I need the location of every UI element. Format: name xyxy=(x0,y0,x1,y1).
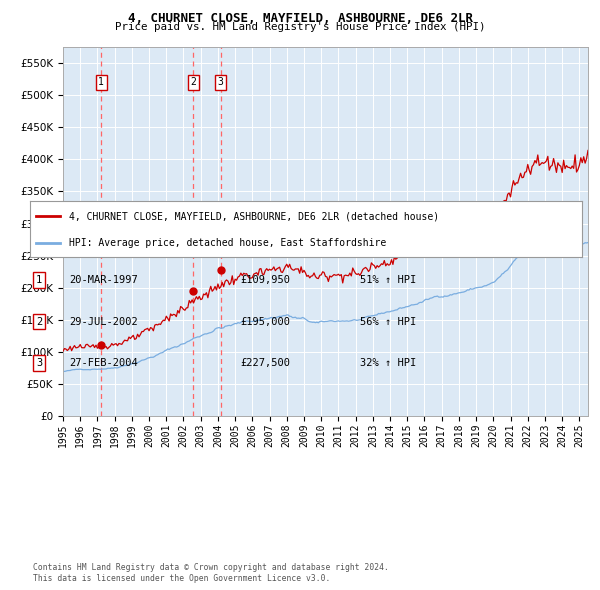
Text: 3: 3 xyxy=(36,358,42,368)
Text: 20-MAR-1997: 20-MAR-1997 xyxy=(69,276,138,285)
Text: 4, CHURNET CLOSE, MAYFIELD, ASHBOURNE, DE6 2LR (detached house): 4, CHURNET CLOSE, MAYFIELD, ASHBOURNE, D… xyxy=(68,211,439,221)
Text: Price paid vs. HM Land Registry's House Price Index (HPI): Price paid vs. HM Land Registry's House … xyxy=(115,22,485,32)
Text: 32% ↑ HPI: 32% ↑ HPI xyxy=(360,358,416,368)
Text: 29-JUL-2002: 29-JUL-2002 xyxy=(69,317,138,326)
Text: 27-FEB-2004: 27-FEB-2004 xyxy=(69,358,138,368)
Text: 2: 2 xyxy=(36,317,42,326)
Text: Contains HM Land Registry data © Crown copyright and database right 2024.: Contains HM Land Registry data © Crown c… xyxy=(33,563,389,572)
Text: £227,500: £227,500 xyxy=(240,358,290,368)
Text: 4, CHURNET CLOSE, MAYFIELD, ASHBOURNE, DE6 2LR: 4, CHURNET CLOSE, MAYFIELD, ASHBOURNE, D… xyxy=(128,12,473,25)
Text: 56% ↑ HPI: 56% ↑ HPI xyxy=(360,317,416,326)
Text: 1: 1 xyxy=(36,276,42,285)
Text: HPI: Average price, detached house, East Staffordshire: HPI: Average price, detached house, East… xyxy=(68,238,386,248)
Text: 51% ↑ HPI: 51% ↑ HPI xyxy=(360,276,416,285)
Text: £195,000: £195,000 xyxy=(240,317,290,326)
Text: 2: 2 xyxy=(190,77,196,87)
Text: 3: 3 xyxy=(218,77,224,87)
Text: £109,950: £109,950 xyxy=(240,276,290,285)
Text: 1: 1 xyxy=(98,77,104,87)
Text: This data is licensed under the Open Government Licence v3.0.: This data is licensed under the Open Gov… xyxy=(33,574,331,583)
